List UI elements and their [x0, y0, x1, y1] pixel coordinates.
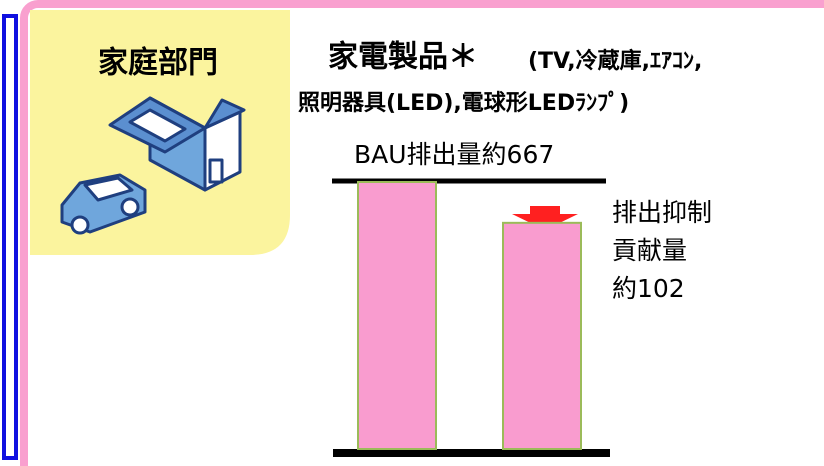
- reduction-text: 約102: [612, 274, 685, 303]
- bar: [357, 181, 437, 450]
- title-sub: (TV,冷蔵庫,ｴｱｺﾝ,: [528, 48, 702, 74]
- house-car-icon: [60, 96, 246, 235]
- title-line2: 照明器具(LED),電球形LEDﾗﾝﾌﾟ): [298, 90, 629, 116]
- sector-label: 家庭部門: [98, 46, 218, 81]
- reduction-arrow: [512, 206, 578, 230]
- bar: [502, 221, 582, 450]
- reduction-text: 排出抑制: [612, 198, 712, 227]
- title-main: 家電製品＊: [328, 40, 478, 75]
- blue-frame: [2, 14, 18, 460]
- bau-label: BAU排出量約667: [354, 140, 554, 169]
- reduction-text: 貢献量: [612, 236, 687, 265]
